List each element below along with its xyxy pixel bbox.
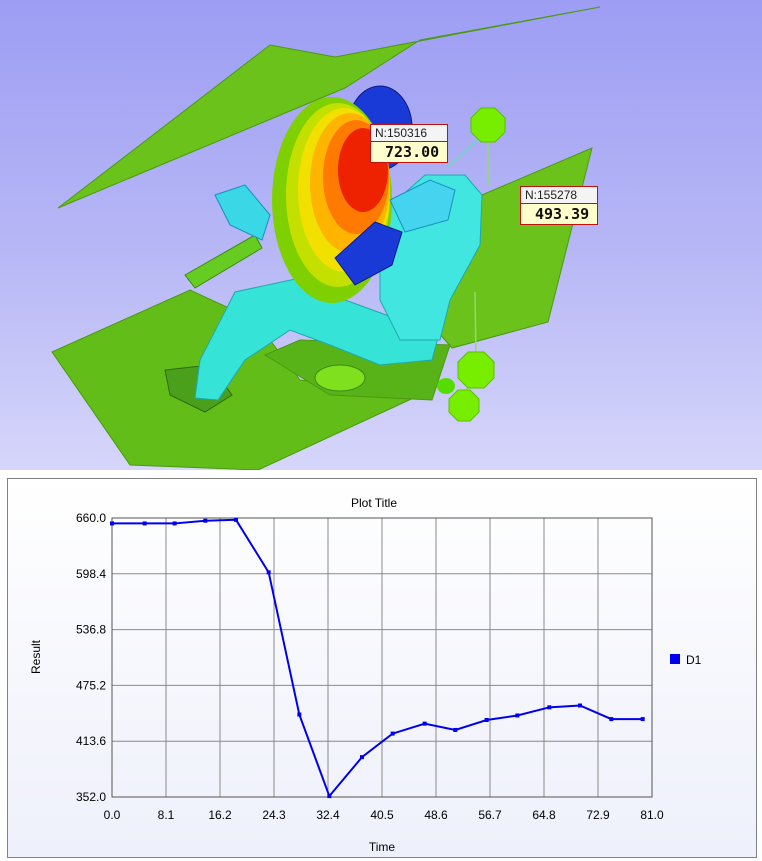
- 3d-viewport[interactable]: N:150316 723.00 N:155278 493.39: [0, 0, 762, 470]
- probe-value: 723.00: [371, 142, 448, 162]
- data-point: [453, 727, 458, 732]
- x-tick-label: 24.3: [262, 808, 286, 822]
- data-point: [484, 718, 489, 723]
- crash-model-render: [51, 6, 601, 470]
- dummy-shoulder: [389, 179, 456, 233]
- marker-low: [448, 389, 480, 422]
- x-tick-label: 8.1: [158, 808, 175, 822]
- probe-value: 493.39: [521, 204, 598, 224]
- y-tick-label: 536.8: [76, 623, 106, 637]
- leader-line-3: [474, 291, 477, 361]
- series-line-d1: [112, 518, 643, 799]
- dummy-pelvis: [314, 364, 366, 392]
- y-tick-labels: 660.0 598.4 536.8 475.2 413.6 352.0: [76, 511, 106, 804]
- legend-swatch-d1: [670, 654, 680, 664]
- x-axis-label: Time: [369, 840, 396, 854]
- data-point: [422, 721, 427, 726]
- data-point: [203, 518, 208, 523]
- dummy-hand: [334, 221, 403, 286]
- probe-label-1: N:150316 723.00: [370, 124, 449, 163]
- probe-node-id: N:150316: [371, 125, 448, 142]
- plot-panel[interactable]: Plot Title 0.0 8.1 16.2 24.3 32.4 40.5 48.6 56.…: [7, 478, 757, 858]
- x-tick-label: 0.0: [104, 808, 121, 822]
- data-point: [640, 717, 645, 722]
- data-point: [360, 755, 364, 760]
- x-tick-label: 81.0: [640, 808, 664, 822]
- series-d1: [110, 517, 645, 799]
- dummy-arm: [214, 184, 271, 241]
- marker-mid: [457, 351, 495, 389]
- y-tick-label: 660.0: [76, 511, 106, 525]
- x-tick-label: 48.6: [424, 808, 448, 822]
- y-tick-label: 352.0: [76, 790, 106, 804]
- probe-node-id: N:155278: [521, 187, 598, 204]
- x-tick-label: 16.2: [208, 808, 232, 822]
- y-tick-label: 413.6: [76, 734, 106, 748]
- x-tick-label: 32.4: [316, 808, 340, 822]
- data-point: [234, 517, 238, 522]
- marker-small: [437, 378, 455, 394]
- x-tick-label: 40.5: [370, 808, 394, 822]
- x-tick-labels: 0.0 8.1 16.2 24.3 32.4 40.5 48.6 56.7 64.8 72.9 81…: [104, 808, 664, 822]
- data-point: [142, 521, 147, 526]
- roof-plate: [57, 6, 601, 209]
- data-point: [110, 521, 114, 526]
- data-point: [390, 731, 395, 736]
- y-tick-label: 598.4: [76, 567, 106, 581]
- plot-title: Plot Title: [351, 496, 397, 510]
- data-point: [327, 794, 332, 799]
- x-tick-label: 56.7: [478, 808, 502, 822]
- data-point: [297, 712, 302, 717]
- airbag-contour: [272, 97, 392, 303]
- data-point: [266, 570, 271, 575]
- x-tick-label: 64.8: [532, 808, 556, 822]
- marker-top: [470, 107, 506, 143]
- data-point: [578, 703, 582, 708]
- y-tick-label: 475.2: [76, 678, 106, 692]
- plot-area: [111, 517, 653, 798]
- data-point: [172, 521, 177, 526]
- data-point: [515, 713, 520, 718]
- data-point: [609, 717, 614, 722]
- legend-label-d1: D1: [686, 653, 702, 667]
- probe-label-2: N:155278 493.39: [520, 186, 599, 225]
- x-tick-label: 72.9: [586, 808, 610, 822]
- line-chart: Plot Title 0.0 8.1 16.2 24.3 32.4 40.5 48.6 56.…: [29, 496, 702, 854]
- steering-column: [184, 234, 263, 289]
- data-point: [547, 705, 552, 710]
- plot-grid: [111, 517, 653, 798]
- y-axis-label: Result: [29, 639, 43, 674]
